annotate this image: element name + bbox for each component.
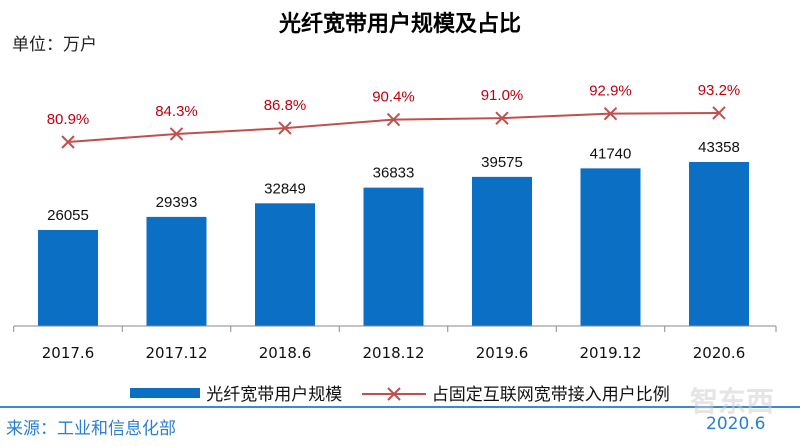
line-label: 86.8%	[264, 97, 307, 114]
legend: 光纤宽带用户规模 占固定互联网宽带接入用户比例	[0, 380, 800, 405]
line-marker	[495, 111, 509, 125]
chart: 26055 29393 32849 36833 39575 41740 43358 80.9%…	[13, 82, 777, 362]
unit-label: 单位：万户	[12, 35, 97, 55]
bar-label: 32849	[264, 180, 306, 197]
line-label: 90.4%	[372, 89, 415, 106]
x-tick-label: 2017.12	[145, 344, 207, 362]
line-label: 91.0%	[481, 87, 524, 104]
bar	[363, 187, 424, 326]
legend-swatch-line	[361, 386, 426, 401]
line-label: 92.9%	[589, 83, 632, 100]
bar	[580, 168, 641, 326]
line-label: 93.2%	[698, 82, 741, 99]
bar-label: 41740	[590, 145, 632, 162]
watermark-logo: 智东西	[690, 385, 775, 418]
bar-label: 26055	[47, 207, 89, 224]
bar-label: 36833	[373, 165, 415, 182]
bar	[472, 176, 532, 326]
legend-swatch-bar	[130, 387, 201, 398]
bar-label: 29393	[156, 194, 198, 211]
legend-label-bar: 光纤宽带用户规模	[206, 385, 343, 405]
source-text: 来源：工业和信息化部	[6, 419, 176, 439]
x-tick-label: 2020.6	[693, 344, 746, 362]
x-tick-label: 2019.6	[476, 344, 529, 362]
line-marker	[386, 112, 401, 127]
legend-label-line: 占固定互联网宽带接入用户比例	[431, 385, 670, 405]
line-marker	[278, 121, 292, 135]
bar-label: 43358	[698, 139, 740, 156]
chart-title: 光纤宽带用户规模及占比	[278, 12, 521, 37]
line-marker	[712, 106, 726, 120]
bar	[255, 203, 315, 326]
bar	[38, 230, 98, 326]
line-marker	[603, 106, 618, 121]
date-text: 2020.6	[706, 414, 766, 434]
x-tick-label: 2019.12	[579, 344, 641, 362]
line-label: 80.9%	[47, 111, 90, 128]
bar	[689, 162, 749, 326]
line-marker	[61, 135, 75, 149]
x-tick-label: 2017.6	[42, 344, 95, 362]
bar	[146, 216, 207, 326]
line-label: 84.3%	[155, 103, 198, 120]
bar-label: 39575	[481, 154, 523, 171]
x-tick-label: 2018.12	[362, 344, 424, 362]
x-tick-label: 2018.6	[259, 344, 312, 362]
line-marker	[169, 127, 184, 141]
divider	[0, 406, 800, 408]
